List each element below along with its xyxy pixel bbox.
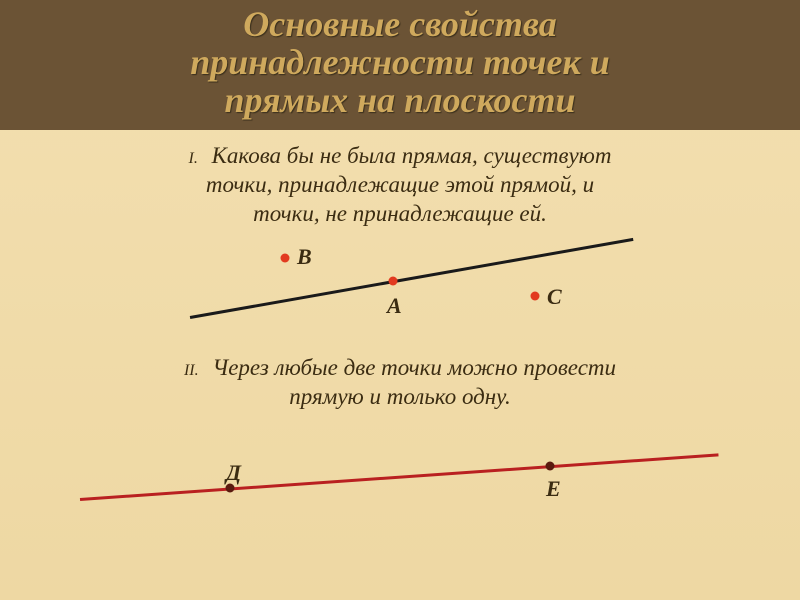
label-e: Е bbox=[546, 476, 561, 502]
line-2 bbox=[80, 453, 719, 500]
axiom-1-line-1: I. Какова бы не была прямая, существуют bbox=[50, 142, 750, 171]
axiom-2-text-1: Через любые две точки можно провести bbox=[212, 355, 616, 380]
line-1 bbox=[190, 238, 634, 319]
axiom-1: I. Какова бы не была прямая, существуют … bbox=[50, 142, 750, 228]
point-a bbox=[389, 277, 398, 286]
axiom-2-line-1: II. Через любые две точки можно провести bbox=[50, 354, 750, 383]
label-b: В bbox=[297, 244, 312, 270]
title-line-3: прямых на плоскости bbox=[0, 82, 800, 120]
title-line-1: Основные свойства bbox=[0, 6, 800, 44]
point-b bbox=[281, 254, 290, 263]
label-d: Д bbox=[226, 460, 241, 486]
slide: Основные свойства принадлежности точек и… bbox=[0, 0, 800, 600]
label-c: С bbox=[547, 284, 562, 310]
diagram-1: В А С bbox=[150, 236, 650, 336]
axiom-1-text-2: точки, принадлежащие этой прямой, и bbox=[50, 171, 750, 200]
axiom-2: II. Через любые две точки можно провести… bbox=[50, 354, 750, 412]
point-e bbox=[546, 461, 555, 470]
axiom-1-text-1: Какова бы не была прямая, существуют bbox=[212, 143, 612, 168]
axiom-2-numeral: II. bbox=[184, 361, 199, 381]
title-line-2: принадлежности точек и bbox=[0, 44, 800, 82]
label-a: А bbox=[387, 293, 402, 319]
axiom-1-text-3: точки, не принадлежащие ей. bbox=[50, 200, 750, 229]
diagram-2: Д Е bbox=[80, 420, 720, 510]
axiom-2-text-2: прямую и только одну. bbox=[50, 383, 750, 412]
title-band: Основные свойства принадлежности точек и… bbox=[0, 0, 800, 130]
axiom-1-numeral: I. bbox=[189, 149, 198, 169]
point-c bbox=[531, 292, 540, 301]
content-area: I. Какова бы не была прямая, существуют … bbox=[0, 130, 800, 600]
